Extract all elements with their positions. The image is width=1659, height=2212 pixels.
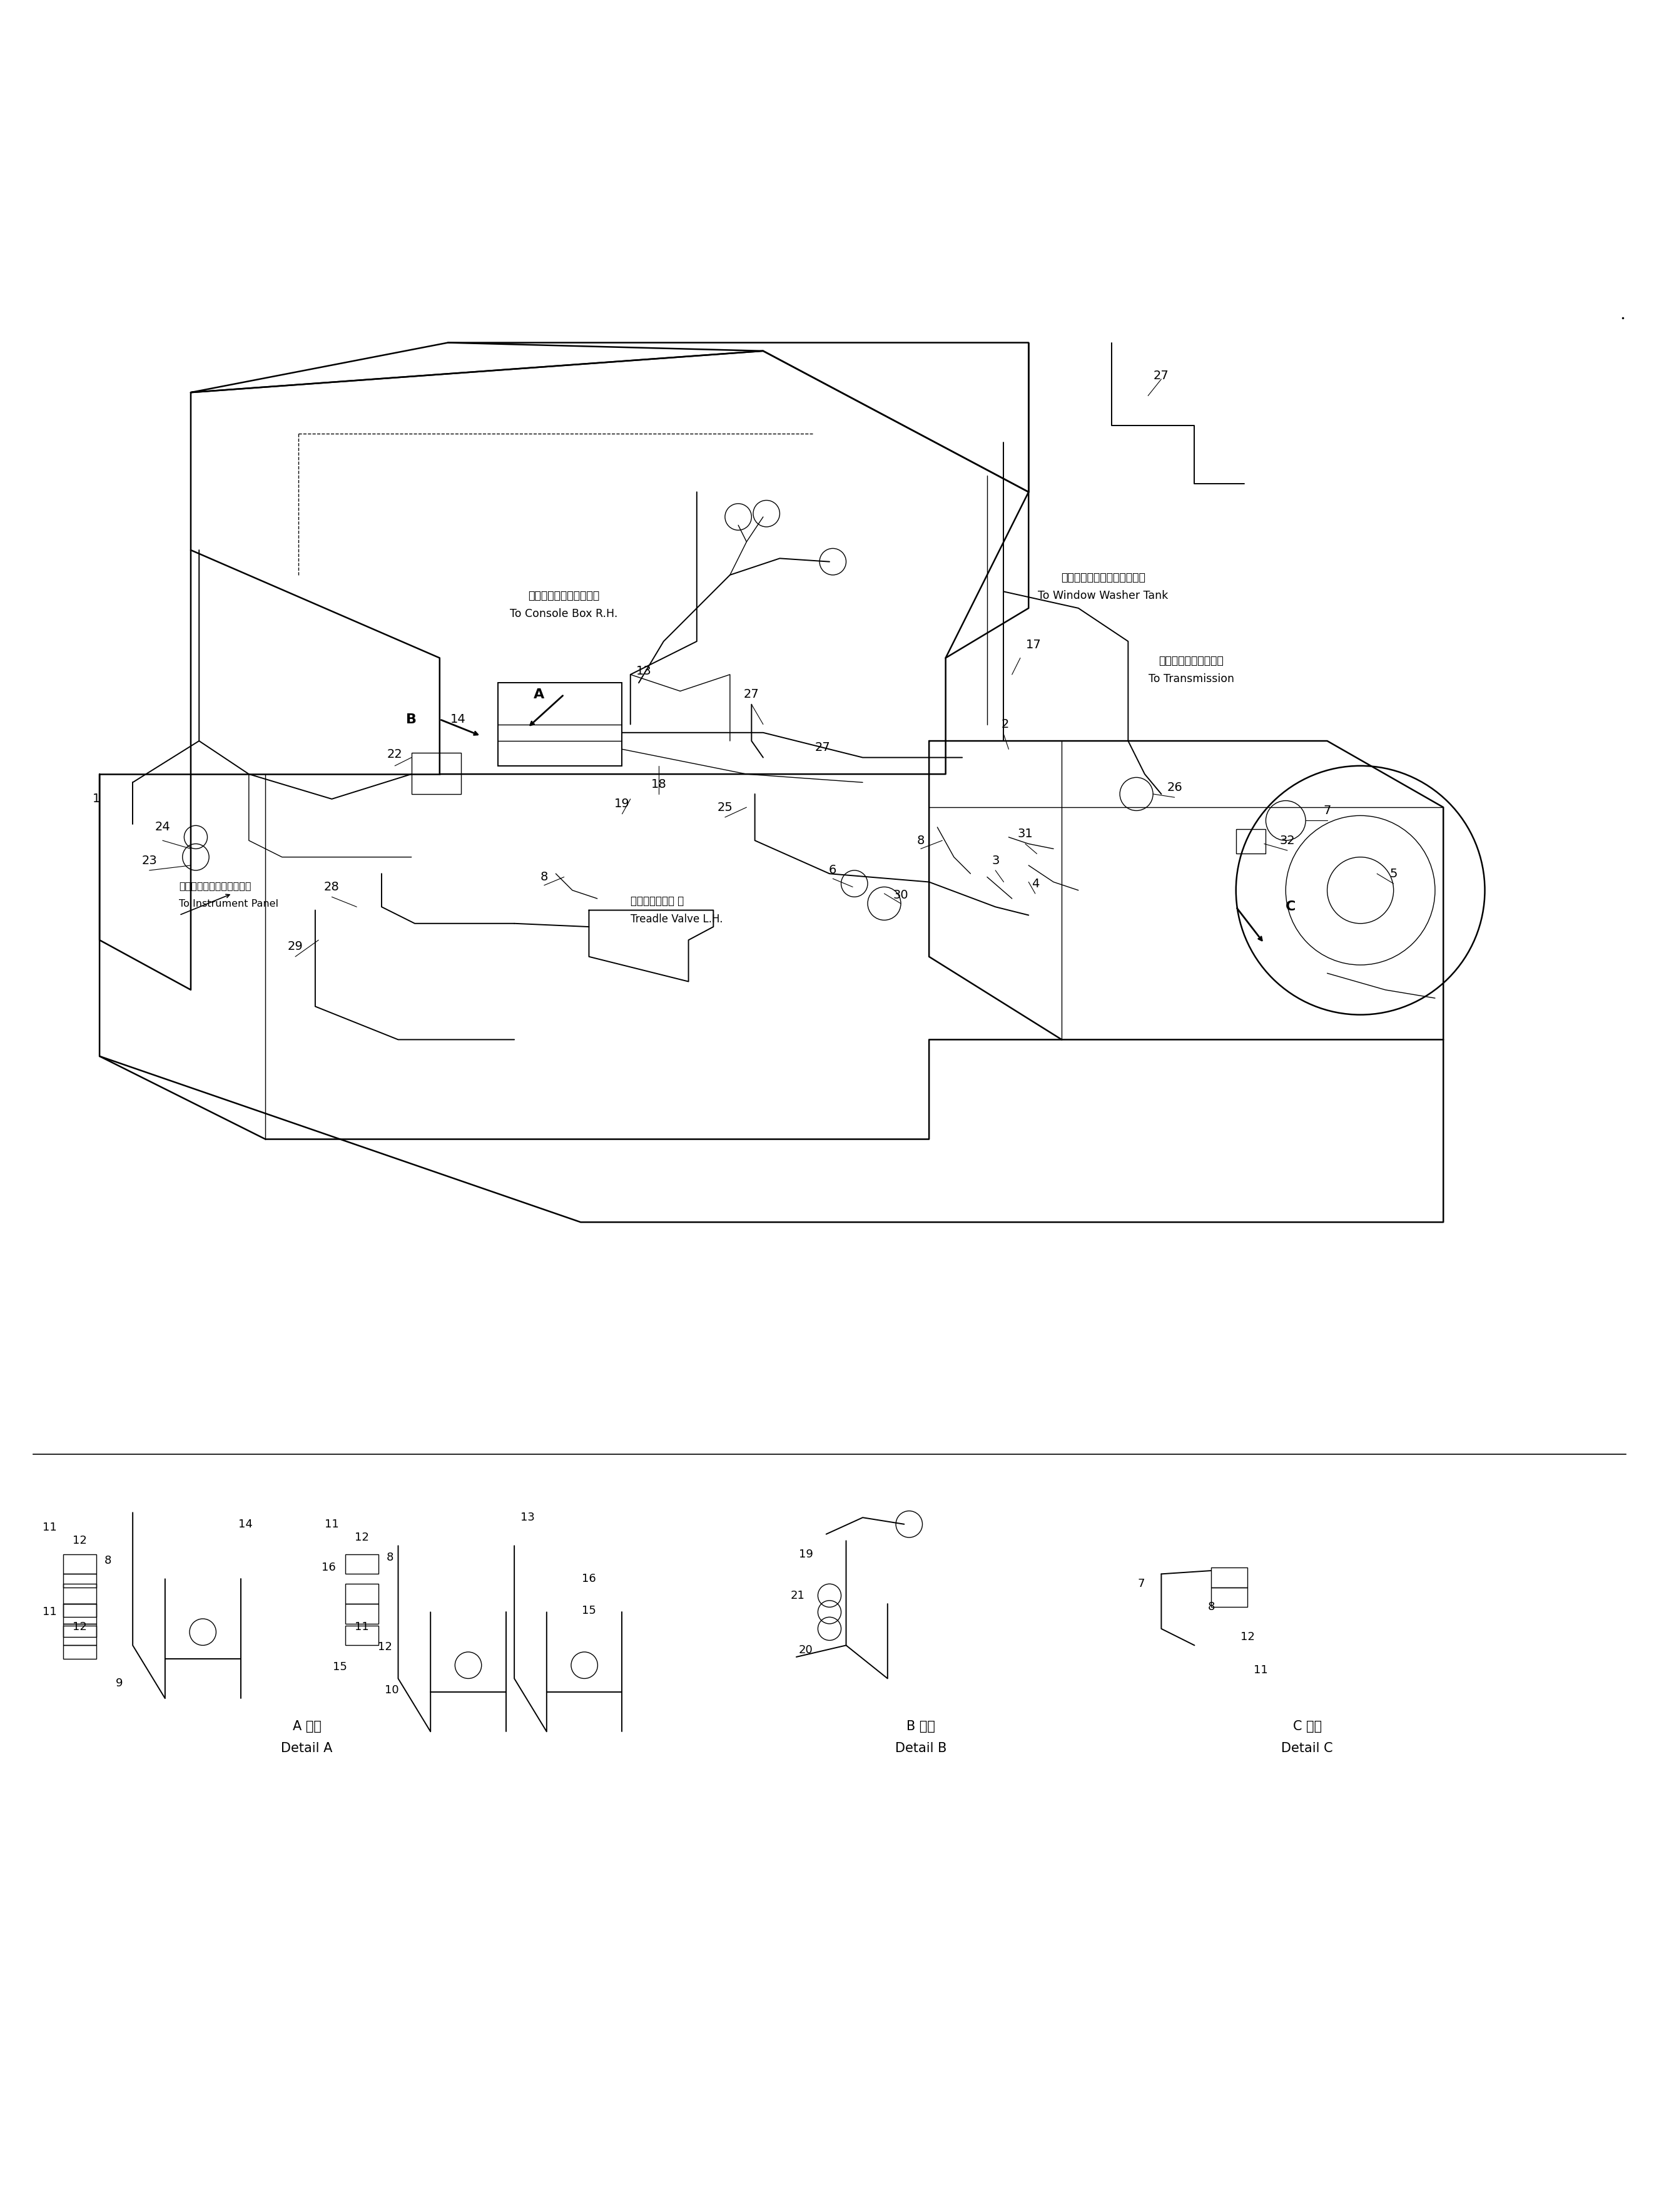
Text: 12: 12 — [73, 1535, 86, 1546]
Text: 31: 31 — [1017, 827, 1034, 841]
Text: 30: 30 — [893, 889, 909, 900]
Text: To Transmission: To Transmission — [1148, 672, 1234, 684]
Bar — [63, 1604, 96, 1624]
Text: 23: 23 — [141, 854, 158, 867]
Bar — [63, 1624, 96, 1637]
Bar — [63, 1604, 96, 1617]
Bar — [1211, 1588, 1248, 1608]
Text: 15: 15 — [582, 1606, 596, 1617]
Bar — [1211, 1568, 1248, 1588]
Text: 8: 8 — [917, 834, 924, 847]
Text: A 詳細: A 詳細 — [292, 1721, 322, 1732]
Bar — [63, 1626, 96, 1646]
Text: 20: 20 — [798, 1646, 813, 1657]
Text: 27: 27 — [815, 741, 831, 754]
Text: 17: 17 — [1025, 639, 1042, 650]
Text: A: A — [534, 688, 544, 701]
Text: 11: 11 — [325, 1520, 338, 1531]
Text: 8: 8 — [105, 1555, 111, 1566]
Text: 14: 14 — [239, 1520, 252, 1531]
Text: 2: 2 — [1002, 719, 1009, 730]
Text: 10: 10 — [385, 1686, 398, 1697]
Text: 12: 12 — [1241, 1632, 1254, 1644]
Text: 12: 12 — [355, 1533, 368, 1544]
Bar — [63, 1584, 96, 1604]
Text: 7: 7 — [1138, 1579, 1145, 1590]
Bar — [63, 1646, 96, 1659]
Bar — [411, 752, 461, 794]
Text: B: B — [406, 712, 416, 726]
Text: Detail C: Detail C — [1281, 1743, 1334, 1754]
Text: インスツルメントパネルへ: インスツルメントパネルへ — [179, 880, 252, 889]
Text: 12: 12 — [73, 1621, 86, 1632]
Text: 15: 15 — [333, 1661, 347, 1672]
Text: 11: 11 — [1254, 1666, 1267, 1677]
Text: 8: 8 — [1208, 1601, 1214, 1613]
Bar — [345, 1555, 378, 1575]
Text: 27: 27 — [743, 688, 760, 701]
Text: 7: 7 — [1324, 805, 1331, 816]
Text: 29: 29 — [287, 940, 304, 953]
Text: 14: 14 — [450, 714, 466, 726]
Bar — [498, 684, 622, 765]
Text: 19: 19 — [798, 1548, 813, 1559]
Bar — [1236, 830, 1266, 854]
Text: 16: 16 — [582, 1573, 596, 1584]
Text: 26: 26 — [1166, 781, 1183, 794]
Text: 24: 24 — [154, 821, 171, 834]
Text: 28: 28 — [324, 880, 340, 894]
Text: B 詳細: B 詳細 — [906, 1721, 936, 1732]
Text: 27: 27 — [1153, 369, 1170, 383]
Text: 18: 18 — [650, 779, 667, 790]
Text: トランスミッションへ: トランスミッションへ — [1158, 655, 1224, 666]
Text: コンソールボックス右へ: コンソールボックス右へ — [528, 591, 601, 602]
Text: 21: 21 — [790, 1590, 805, 1601]
Bar — [345, 1626, 378, 1646]
Text: 19: 19 — [614, 799, 630, 810]
Text: 8: 8 — [541, 872, 547, 883]
Text: 8: 8 — [387, 1553, 393, 1564]
Text: C 詳細: C 詳細 — [1292, 1721, 1322, 1732]
Text: To Window Washer Tank: To Window Washer Tank — [1039, 591, 1168, 602]
Text: C: C — [1286, 900, 1296, 914]
Text: To Console Box R.H.: To Console Box R.H. — [511, 608, 617, 619]
Bar — [63, 1555, 96, 1575]
Text: 16: 16 — [322, 1562, 335, 1573]
Text: 32: 32 — [1279, 834, 1296, 847]
Text: ウィンドウォッシャタンクへ: ウィンドウォッシャタンクへ — [1062, 573, 1145, 584]
Text: 3: 3 — [992, 854, 999, 867]
Text: 12: 12 — [378, 1641, 392, 1652]
Text: To Instrument Panel: To Instrument Panel — [179, 898, 279, 909]
Text: 13: 13 — [521, 1513, 534, 1524]
Text: 9: 9 — [116, 1679, 123, 1690]
Text: 1: 1 — [93, 794, 100, 805]
Text: 6: 6 — [830, 865, 836, 876]
Text: Treadle Valve L.H.: Treadle Valve L.H. — [630, 914, 723, 925]
Text: 4: 4 — [1032, 878, 1039, 889]
Text: Detail A: Detail A — [280, 1743, 333, 1754]
Bar — [63, 1575, 96, 1588]
Text: 11: 11 — [43, 1522, 56, 1533]
Text: 13: 13 — [635, 666, 652, 677]
Bar — [345, 1584, 378, 1604]
Text: 11: 11 — [43, 1606, 56, 1617]
Text: Detail B: Detail B — [894, 1743, 947, 1754]
Text: 22: 22 — [387, 748, 403, 761]
Text: トレドルバルブ 左: トレドルバルブ 左 — [630, 896, 684, 907]
Text: 11: 11 — [355, 1621, 368, 1632]
Text: 25: 25 — [717, 801, 733, 814]
Text: 5: 5 — [1390, 867, 1397, 880]
Bar — [345, 1604, 378, 1624]
